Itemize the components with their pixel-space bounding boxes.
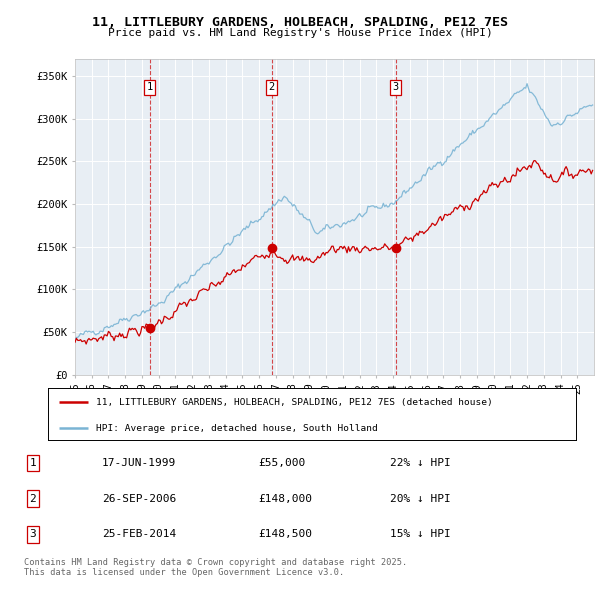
- Text: 2: 2: [268, 83, 275, 93]
- Text: £55,000: £55,000: [258, 458, 305, 468]
- Text: 25-FEB-2014: 25-FEB-2014: [102, 529, 176, 539]
- Text: 26-SEP-2006: 26-SEP-2006: [102, 494, 176, 503]
- Text: 3: 3: [29, 529, 37, 539]
- Text: Contains HM Land Registry data © Crown copyright and database right 2025.
This d: Contains HM Land Registry data © Crown c…: [24, 558, 407, 577]
- Text: 3: 3: [392, 83, 399, 93]
- Text: 11, LITTLEBURY GARDENS, HOLBEACH, SPALDING, PE12 7ES (detached house): 11, LITTLEBURY GARDENS, HOLBEACH, SPALDI…: [95, 398, 492, 407]
- Text: 17-JUN-1999: 17-JUN-1999: [102, 458, 176, 468]
- Text: Price paid vs. HM Land Registry's House Price Index (HPI): Price paid vs. HM Land Registry's House …: [107, 28, 493, 38]
- Text: £148,000: £148,000: [258, 494, 312, 503]
- Text: 1: 1: [146, 83, 153, 93]
- Text: £148,500: £148,500: [258, 529, 312, 539]
- Text: 11, LITTLEBURY GARDENS, HOLBEACH, SPALDING, PE12 7ES: 11, LITTLEBURY GARDENS, HOLBEACH, SPALDI…: [92, 16, 508, 29]
- Text: 22% ↓ HPI: 22% ↓ HPI: [390, 458, 451, 468]
- Text: 2: 2: [29, 494, 37, 503]
- Text: 20% ↓ HPI: 20% ↓ HPI: [390, 494, 451, 503]
- Text: 1: 1: [29, 458, 37, 468]
- Text: 15% ↓ HPI: 15% ↓ HPI: [390, 529, 451, 539]
- Text: HPI: Average price, detached house, South Holland: HPI: Average price, detached house, Sout…: [95, 424, 377, 432]
